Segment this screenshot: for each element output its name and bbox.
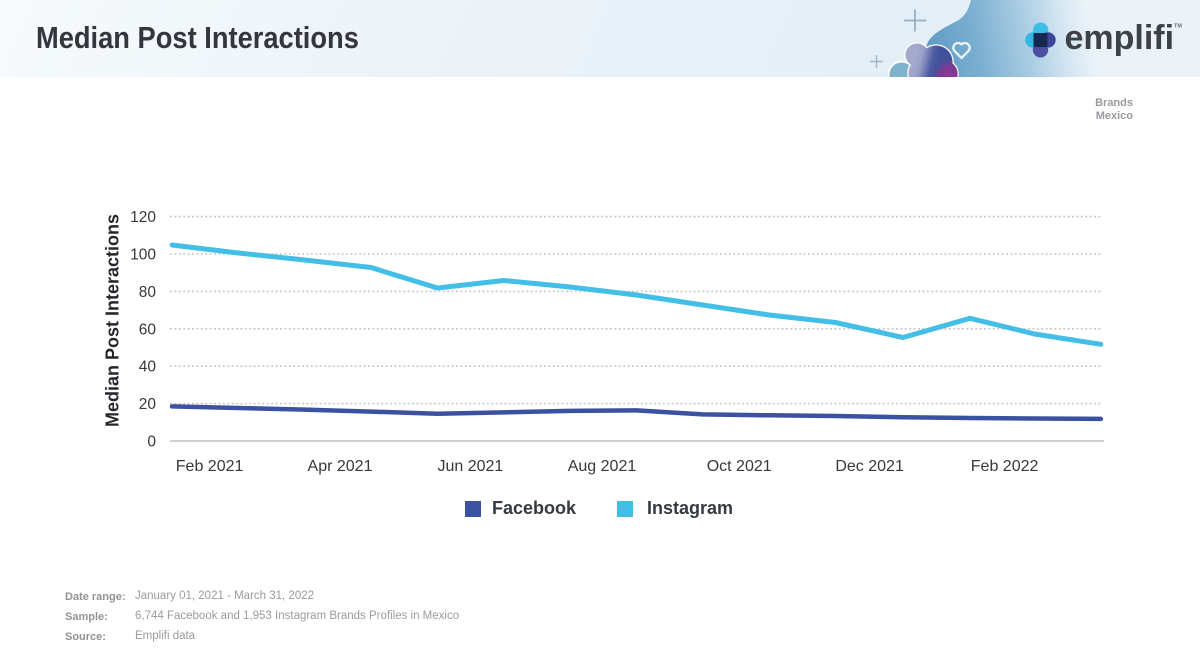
svg-text:40: 40 xyxy=(139,359,157,376)
svg-text:Feb 2022: Feb 2022 xyxy=(971,458,1039,475)
svg-text:Aug 2021: Aug 2021 xyxy=(568,458,637,475)
svg-text:Jun 2021: Jun 2021 xyxy=(437,458,503,475)
svg-text:100: 100 xyxy=(130,247,156,264)
svg-text:Feb 2021: Feb 2021 xyxy=(176,458,244,475)
svg-text:0: 0 xyxy=(147,434,156,451)
svg-text:TM: TM xyxy=(1174,24,1182,30)
svg-text:emplifi: emplifi xyxy=(1065,19,1175,57)
svg-text:80: 80 xyxy=(139,284,157,301)
svg-text:60: 60 xyxy=(139,321,157,338)
svg-text:20: 20 xyxy=(139,396,157,413)
svg-text:Dec 2021: Dec 2021 xyxy=(835,458,904,475)
svg-text:Median Post Interactions: Median Post Interactions xyxy=(103,214,123,427)
svg-text:120: 120 xyxy=(130,209,156,226)
svg-text:Oct 2021: Oct 2021 xyxy=(707,458,772,475)
svg-text:Apr 2021: Apr 2021 xyxy=(308,458,373,475)
